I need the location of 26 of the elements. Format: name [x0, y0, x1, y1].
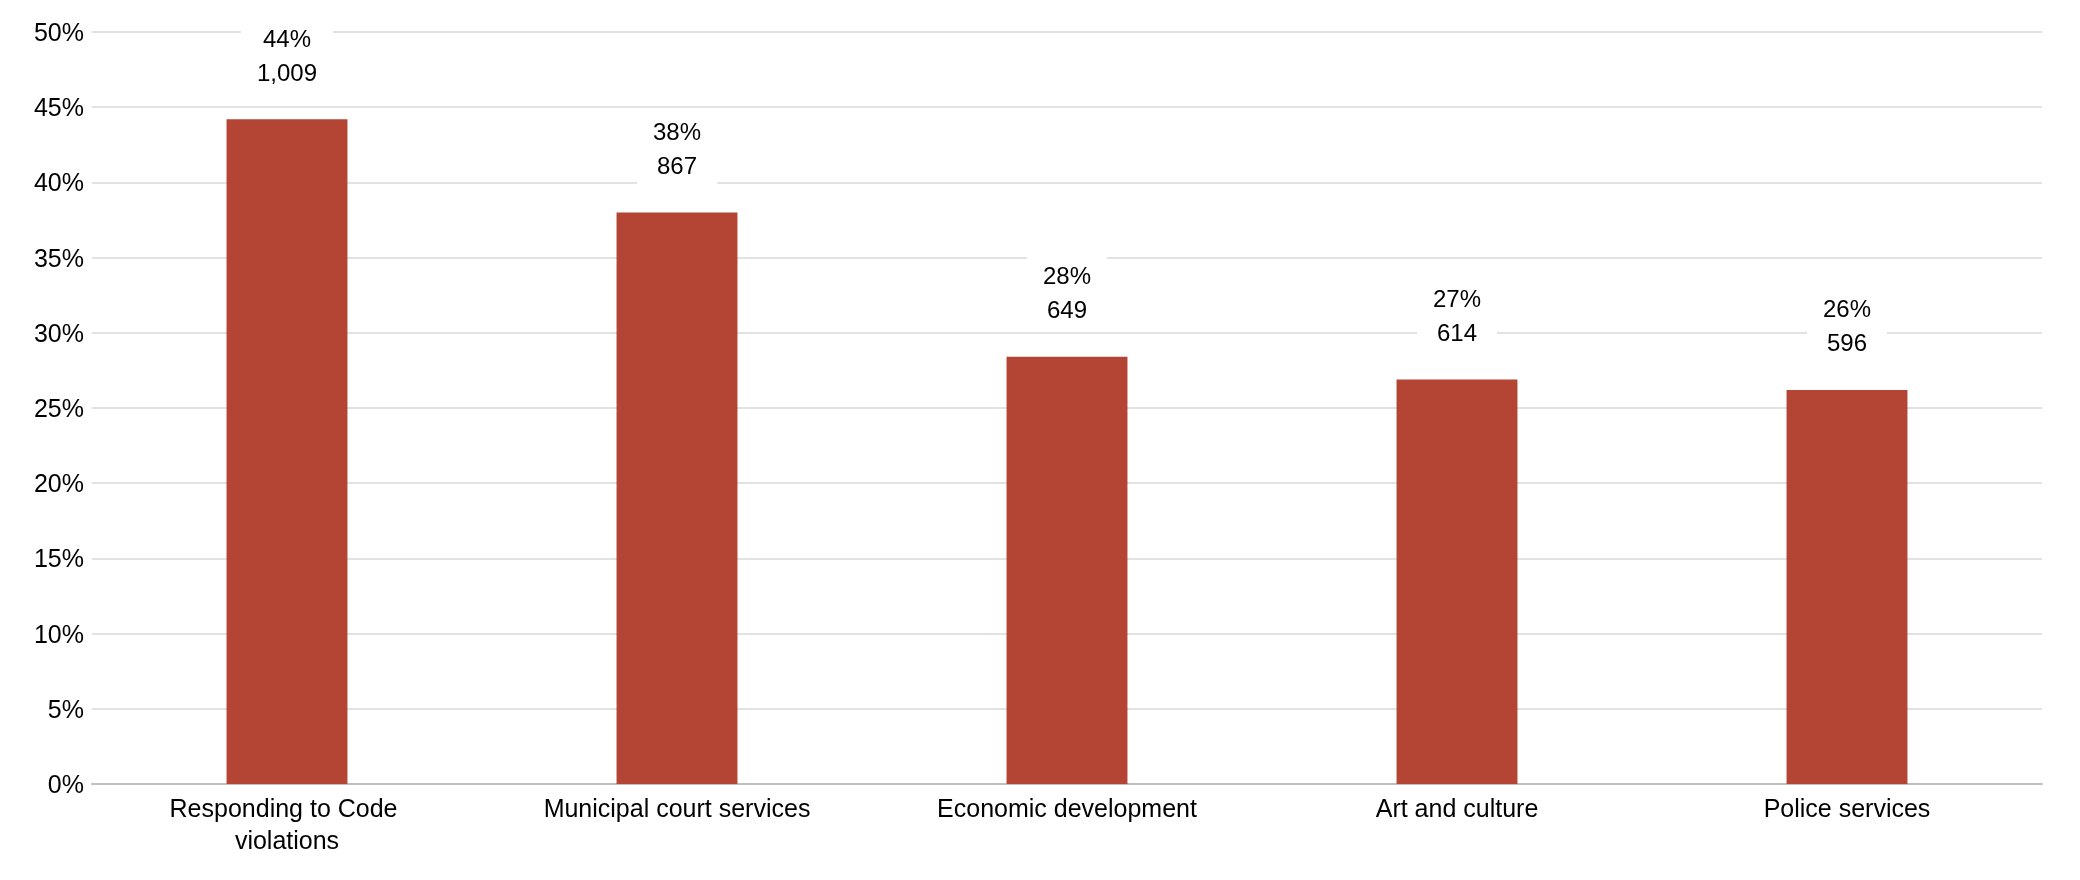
bar — [1006, 356, 1128, 784]
y-tick-label: 15% — [33, 544, 84, 573]
y-tick-label: 45% — [33, 93, 84, 122]
x-tick-label: Police services — [1763, 794, 1931, 822]
x-tick-label: Economic development — [937, 794, 1197, 822]
data-label: 26% 596 — [1822, 295, 1872, 357]
x-tick-label: Responding to Code violations — [169, 794, 405, 854]
data-label: 27% 614 — [1432, 284, 1482, 346]
y-tick-label: 25% — [33, 394, 84, 422]
x-tick-label: Art and culture — [1375, 794, 1539, 822]
y-tick-label: 0% — [47, 770, 84, 798]
data-label: 28% 649 — [1042, 262, 1092, 324]
y-tick-label: 10% — [33, 619, 84, 648]
bar — [616, 212, 738, 784]
bar — [1396, 379, 1518, 784]
x-tick-label: Municipal court services — [543, 794, 811, 822]
y-tick-label: 20% — [33, 469, 84, 498]
y-tick-label: 35% — [33, 243, 84, 272]
bar — [1786, 389, 1908, 784]
y-tick-label: 30% — [33, 318, 84, 347]
data-label: 44% 1,009 — [256, 24, 318, 86]
y-tick-label: 5% — [47, 694, 84, 723]
y-tick-label: 40% — [33, 168, 84, 197]
data-label: 38% 867 — [652, 117, 702, 179]
bar — [226, 119, 348, 784]
y-tick-label: 50% — [33, 18, 84, 46]
